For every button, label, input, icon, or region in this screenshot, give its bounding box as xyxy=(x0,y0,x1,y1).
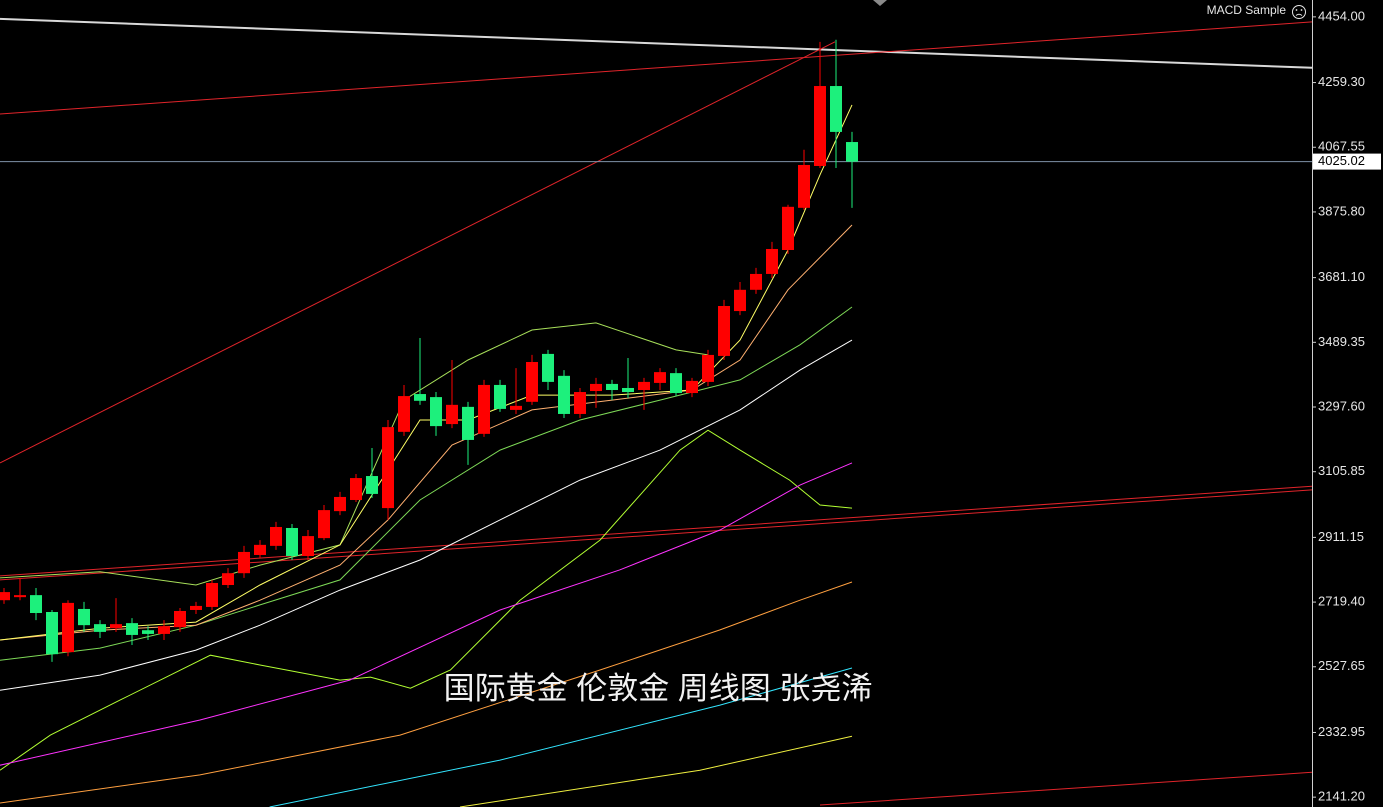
candle-body xyxy=(62,602,74,653)
candle-body xyxy=(590,383,602,392)
y-tick-label: 4067.55 xyxy=(1318,139,1365,154)
overlay-line xyxy=(0,224,853,641)
overlay-line xyxy=(0,339,853,691)
candle-body xyxy=(814,86,826,166)
candle-body xyxy=(654,372,666,383)
y-tick-label: 3681.10 xyxy=(1318,269,1365,284)
candle-body xyxy=(142,630,154,634)
candle-body xyxy=(158,626,170,634)
price-axis: 4454.00 4259.30 4067.55 3875.80 3681.10 3489.… xyxy=(1312,8,1381,804)
candle-body xyxy=(830,86,842,132)
watermark-title: 国际黄金 伦敦金 周线图 张尧浠 xyxy=(444,671,873,706)
candle-body xyxy=(718,305,730,356)
candle-body xyxy=(126,623,138,635)
candle-body xyxy=(0,592,10,601)
candle-body xyxy=(30,595,42,614)
y-tick-label: 3297.60 xyxy=(1318,398,1365,413)
candle-body xyxy=(190,605,202,610)
y-tick-label: 2332.95 xyxy=(1318,724,1365,739)
overlay-line xyxy=(0,21,1313,115)
candle-body xyxy=(110,624,122,629)
candle-body xyxy=(94,624,106,632)
candle-body xyxy=(350,478,362,500)
overlay-line xyxy=(269,667,853,807)
candle-body xyxy=(334,496,346,512)
shift-marker xyxy=(873,0,887,6)
candle-body xyxy=(526,362,538,402)
candle-body xyxy=(430,397,442,427)
y-tick-label: 3875.80 xyxy=(1318,203,1365,218)
candle-body xyxy=(302,536,314,556)
overlay-line xyxy=(0,429,853,771)
overlay-line xyxy=(0,489,1313,581)
indicator-icon xyxy=(1292,5,1306,19)
candle-body xyxy=(414,394,426,401)
current-price-box xyxy=(1313,153,1381,170)
candle-body xyxy=(542,353,554,382)
overlay-line xyxy=(0,462,853,766)
candle-body xyxy=(574,392,586,414)
overlay-line xyxy=(459,735,853,807)
candle-body xyxy=(366,476,378,494)
candle-body xyxy=(446,404,458,425)
candle-body xyxy=(382,427,394,509)
candle-body xyxy=(286,527,298,556)
candle-body xyxy=(846,142,858,162)
overlay-line xyxy=(0,485,1313,577)
candle-body xyxy=(254,544,266,555)
candle-body xyxy=(670,373,682,394)
current-price-label: 4025.02 xyxy=(1318,153,1365,168)
candle-body xyxy=(638,381,650,391)
candle-body xyxy=(270,526,282,546)
candle-body xyxy=(46,611,58,655)
candle-body xyxy=(222,573,234,586)
overlay-line xyxy=(0,581,853,804)
y-tick-label: 4454.00 xyxy=(1318,8,1365,23)
y-tick-label: 2527.65 xyxy=(1318,658,1365,673)
y-tick-label: 3489.35 xyxy=(1318,334,1365,349)
candle-body xyxy=(174,610,186,628)
candle-body xyxy=(558,375,570,414)
y-tick-label: 2141.20 xyxy=(1318,789,1365,804)
plot-area xyxy=(0,17,1313,807)
overlay-line xyxy=(819,771,1313,806)
candle-body xyxy=(462,406,474,440)
candle-body xyxy=(494,384,506,409)
overlay-line xyxy=(0,41,836,464)
y-tick-label: 2911.15 xyxy=(1318,529,1364,544)
overlay-line xyxy=(0,17,1313,69)
candle-body xyxy=(78,608,90,626)
candle-body xyxy=(606,383,618,391)
candle-body xyxy=(750,273,762,290)
candle-body xyxy=(782,206,794,250)
y-tick-label: 4259.30 xyxy=(1318,74,1365,89)
candle-body xyxy=(238,551,250,574)
indicator-name: MACD Sample xyxy=(1207,3,1287,17)
candle-body xyxy=(798,164,810,208)
candle-body xyxy=(14,595,26,598)
candle-body xyxy=(478,384,490,434)
candle-body xyxy=(206,582,218,607)
candle-body xyxy=(686,380,698,394)
y-tick-label: 2719.40 xyxy=(1318,594,1365,609)
candle-body xyxy=(766,248,778,274)
candle-body xyxy=(510,405,522,410)
candle-body xyxy=(398,396,410,432)
candle-body xyxy=(318,510,330,539)
candle-body xyxy=(734,289,746,312)
candle-body xyxy=(622,387,634,393)
candle-body xyxy=(702,354,714,382)
y-tick-label: 3105.85 xyxy=(1318,463,1365,478)
